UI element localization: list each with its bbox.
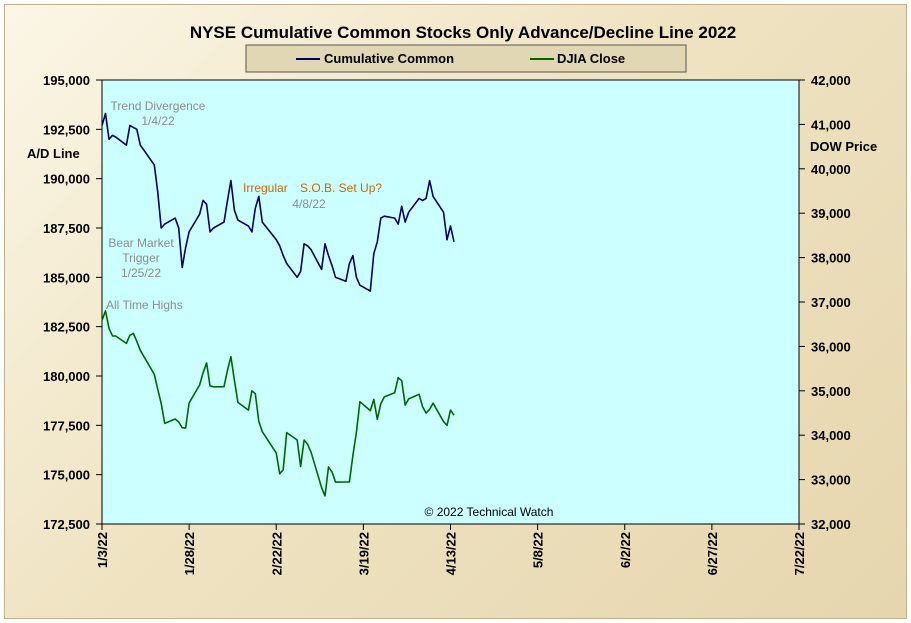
y-axis-left: 195,000 192,500 190,000 187,500 185,000 182,5… — [43, 73, 102, 532]
x-tick-label: 3/19/22 — [356, 532, 371, 575]
annotation-text: 1/4/22 — [141, 114, 175, 128]
annotation-text: 4/8/22 — [292, 197, 326, 211]
x-tick-label: 1/28/22 — [182, 532, 197, 575]
annotation-text: S.O.B. Set Up? — [300, 181, 382, 195]
chart-title: NYSE Cumulative Common Stocks Only Advan… — [190, 23, 736, 42]
legend: Cumulative Common DJIA Close — [245, 44, 687, 73]
annotation-text: Irregular — [243, 181, 288, 195]
y-left-tick-label: 187,500 — [43, 221, 90, 236]
y-left-tick-label: 195,000 — [43, 73, 90, 88]
y-right-tick-label: 35,000 — [811, 384, 851, 399]
y-axis-right: 42,000 41,000 40,000 39,000 38,000 37,000 36,0… — [799, 73, 851, 532]
annotation-text: Bear Market — [108, 236, 174, 250]
x-tick-label: 6/27/22 — [705, 532, 720, 575]
x-tick-label: 7/22/22 — [792, 532, 807, 575]
y-left-tick-label: 190,000 — [43, 172, 90, 187]
annotation-text: Trend Divergence — [111, 99, 206, 113]
credit-text: © 2022 Technical Watch — [425, 505, 554, 519]
y-left-tick-label: 185,000 — [43, 270, 90, 285]
y-right-tick-label: 34,000 — [811, 428, 851, 443]
x-tick-label: 6/2/22 — [618, 532, 633, 568]
x-axis: 1/3/22 1/28/22 2/22/22 3/19/22 4/13/22 5/8/22… — [95, 524, 807, 575]
y-right-tick-label: 37,000 — [811, 295, 851, 310]
y-left-tick-label: 177,500 — [43, 418, 90, 433]
annotation-text: Trigger — [122, 251, 160, 265]
y-axis-right-label: DOW Price — [810, 139, 877, 154]
legend-label-djia: DJIA Close — [557, 51, 625, 66]
legend-label-cumulative: Cumulative Common — [324, 51, 454, 66]
x-tick-label: 2/22/22 — [269, 532, 284, 575]
series-layer — [101, 112, 455, 497]
y-right-tick-label: 39,000 — [811, 206, 851, 221]
y-right-tick-label: 38,000 — [811, 251, 851, 266]
y-right-tick-label: 42,000 — [811, 73, 851, 88]
annotation-text: 1/25/22 — [121, 266, 161, 280]
y-left-tick-label: 175,000 — [43, 468, 90, 483]
y-left-tick-label: 180,000 — [43, 369, 90, 384]
y-right-tick-label: 41,000 — [811, 117, 851, 132]
x-tick-label: 5/8/22 — [531, 532, 546, 568]
annotation-text: All Time Highs — [106, 298, 183, 312]
y-left-tick-label: 172,500 — [43, 517, 90, 532]
y-right-tick-label: 36,000 — [811, 339, 851, 354]
series-line-djia-close — [101, 310, 455, 497]
y-right-tick-label: 40,000 — [811, 162, 851, 177]
y-left-tick-label: 192,500 — [43, 122, 90, 137]
plot-area — [101, 79, 800, 525]
series-line-cumulative-common — [101, 112, 455, 292]
x-tick-label: 1/3/22 — [95, 532, 110, 568]
y-axis-left-label: A/D Line — [27, 146, 80, 161]
y-left-tick-label: 182,500 — [43, 320, 90, 335]
y-right-tick-label: 33,000 — [811, 473, 851, 488]
y-right-tick-label: 32,000 — [811, 517, 851, 532]
x-tick-label: 4/13/22 — [444, 532, 459, 575]
